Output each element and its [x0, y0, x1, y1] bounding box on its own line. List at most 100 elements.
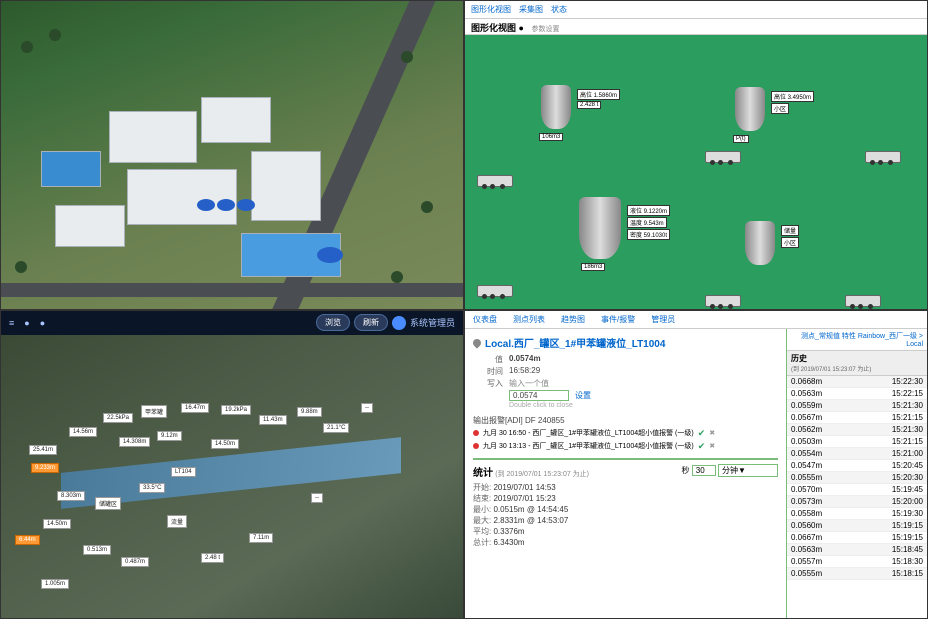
vessel-reading: 储量: [781, 225, 799, 236]
alarm-text: 九月 30 13:13 - 西厂_罐区_1#甲苯罐液位_LT1004超小值报警 …: [483, 441, 694, 451]
scada-toolbar: 图形化视图 采集图 状态: [465, 1, 927, 19]
detail-tabs: 仪表盘 测点列表 趋势图 事件/报警 管理员: [465, 311, 927, 329]
map-tag[interactable]: 8.303m: [57, 491, 85, 501]
map-tag[interactable]: 33.5°C: [139, 483, 165, 493]
map-tag[interactable]: 16.47m: [181, 403, 209, 413]
history-row[interactable]: 0.0570m15:19:45: [787, 484, 927, 496]
scada-canvas[interactable]: 高位 1.5860m2.428 t106m3高位 3.4950m小区P(t)液位…: [465, 35, 927, 309]
map-tag[interactable]: 0.513m: [83, 545, 111, 555]
history-row[interactable]: 0.0503m15:21:15: [787, 436, 927, 448]
tab-graphic[interactable]: 图形化视图: [471, 4, 511, 15]
ack-icon[interactable]: ✔: [698, 428, 706, 439]
point-detail-view: 仪表盘 测点列表 趋势图 事件/报警 管理员 Local.西厂_罐区_1#甲苯罐…: [464, 310, 928, 619]
map-tag[interactable]: 22.5kPa: [103, 413, 133, 423]
history-row[interactable]: 0.0562m15:21:30: [787, 424, 927, 436]
scada-title: 图形化视图 ●: [471, 23, 524, 33]
stat-row: 最大: 2.8331m @ 14:53:07: [473, 515, 778, 526]
refresh-button[interactable]: 刷新: [354, 314, 388, 331]
set-button[interactable]: 设置: [575, 390, 591, 401]
history-row[interactable]: 0.0547m15:20:45: [787, 460, 927, 472]
map-tag[interactable]: 9.12m: [157, 431, 182, 441]
vessel[interactable]: [745, 221, 775, 265]
map-tag[interactable]: 21.1°C: [323, 423, 349, 433]
map-tag[interactable]: 6.44m: [15, 535, 40, 545]
map-tag[interactable]: 25.41m: [29, 445, 57, 455]
map-tag[interactable]: 0.487m: [121, 557, 149, 567]
map-tag[interactable]: 流量: [167, 515, 187, 528]
history-row[interactable]: 0.0563m15:18:45: [787, 544, 927, 556]
breadcrumb[interactable]: 测点_常规值 特性 Rainbow_西厂一级 > Local: [787, 329, 927, 351]
history-row[interactable]: 0.0555m15:18:15: [787, 568, 927, 580]
close-icon[interactable]: ✖: [709, 442, 715, 450]
history-row[interactable]: 0.0563m15:22:15: [787, 388, 927, 400]
map-tag[interactable]: 9.88m: [297, 407, 322, 417]
vessel-reading: 186m3: [581, 263, 605, 271]
vessel-reading: 高位 1.5860m: [577, 89, 620, 100]
tab-points[interactable]: 测点列表: [505, 311, 553, 328]
truck-icon: [705, 295, 741, 307]
tab-dashboard[interactable]: 仪表盘: [465, 311, 505, 328]
map-tag[interactable]: 9.233m: [31, 463, 59, 473]
write-input[interactable]: 0.0574: [509, 390, 569, 401]
map-tag[interactable]: 2.48 t: [201, 553, 224, 563]
history-row[interactable]: 0.0554m15:21:00: [787, 448, 927, 460]
map-tag[interactable]: 储罐区: [95, 497, 121, 510]
history-row[interactable]: 0.0558m15:19:30: [787, 508, 927, 520]
map-tag[interactable]: --: [361, 403, 373, 413]
scada-process-view: 图形化视图 采集图 状态 图形化视图 ● 参数设置 高位 1.5860m2.42…: [464, 0, 928, 310]
vessel-reading: 温度 9.543m: [627, 217, 667, 228]
alarm-icon: [473, 430, 479, 436]
map-tag[interactable]: 11.43m: [259, 415, 287, 425]
vessel-reading: P(t): [733, 135, 749, 143]
vessel[interactable]: [735, 87, 765, 131]
tab-admin[interactable]: 管理员: [643, 311, 683, 328]
point-path: Local.西厂_罐区_1#甲苯罐液位_LT1004: [485, 339, 665, 350]
stats-unit-select[interactable]: 分钟▼: [718, 464, 778, 477]
history-row[interactable]: 0.0567m15:21:15: [787, 412, 927, 424]
stats-title: 统计: [473, 468, 493, 479]
history-title: 历史: [791, 354, 807, 363]
map-tag[interactable]: 1.005m: [41, 579, 69, 589]
history-row[interactable]: 0.0668m15:22:30: [787, 376, 927, 388]
stats-interval-input[interactable]: 30: [692, 465, 716, 476]
stat-row: 平均: 0.3376m: [473, 526, 778, 537]
pin-icon: [471, 337, 482, 348]
vessel-reading: 液位 9.1220m: [627, 205, 670, 216]
vessel[interactable]: [541, 85, 571, 129]
map-header: ≡●● 浏览 刷新 系统管理员: [1, 311, 463, 335]
map-tag[interactable]: 14.50m: [43, 519, 71, 529]
ack-icon[interactable]: ✔: [698, 441, 706, 452]
vessel[interactable]: [579, 197, 621, 259]
vessel-reading: 小区: [781, 237, 799, 248]
browse-button[interactable]: 浏览: [316, 314, 350, 331]
factory-3d-view[interactable]: [0, 0, 464, 310]
map-tag[interactable]: LT104: [171, 467, 196, 477]
vessel-reading: 2.428 t: [577, 101, 601, 109]
stats-time: (到 2019/07/01 15:23:07 为止): [495, 471, 589, 478]
history-row[interactable]: 0.0560m15:19:15: [787, 520, 927, 532]
map-tag[interactable]: 14.308m: [119, 437, 150, 447]
write-hint: 输入一个值: [509, 378, 549, 389]
vessel-reading: 密度 59.1030t: [627, 229, 670, 240]
close-hint: Double click to close: [509, 402, 573, 409]
tab-trend[interactable]: 趋势图: [553, 311, 593, 328]
tab-status[interactable]: 状态: [551, 4, 567, 15]
map-tag[interactable]: 19.2kPa: [221, 405, 251, 415]
map-tag[interactable]: 甲苯罐: [141, 405, 167, 418]
history-row[interactable]: 0.0557m15:18:30: [787, 556, 927, 568]
map-tag[interactable]: 7.11m: [249, 533, 273, 543]
history-row[interactable]: 0.0573m15:20:00: [787, 496, 927, 508]
close-icon[interactable]: ✖: [709, 429, 715, 437]
stat-row: 开始: 2019/07/01 14:53: [473, 482, 778, 493]
tab-alarm[interactable]: 事件/报警: [593, 311, 643, 328]
history-row[interactable]: 0.0559m15:21:30: [787, 400, 927, 412]
map-scene[interactable]: 25.41m 9.233m 14.56m 22.5kPa 甲苯罐 14.308m 9.12m…: [1, 335, 463, 619]
avatar[interactable]: [392, 316, 406, 330]
map-tag[interactable]: 14.50m: [211, 439, 239, 449]
map-tag[interactable]: 14.56m: [69, 427, 97, 437]
tab-collect[interactable]: 采集图: [519, 4, 543, 15]
map-tag[interactable]: --: [311, 493, 323, 503]
history-row[interactable]: 0.0555m15:20:30: [787, 472, 927, 484]
truck-icon: [477, 175, 513, 187]
history-row[interactable]: 0.0667m15:19:15: [787, 532, 927, 544]
